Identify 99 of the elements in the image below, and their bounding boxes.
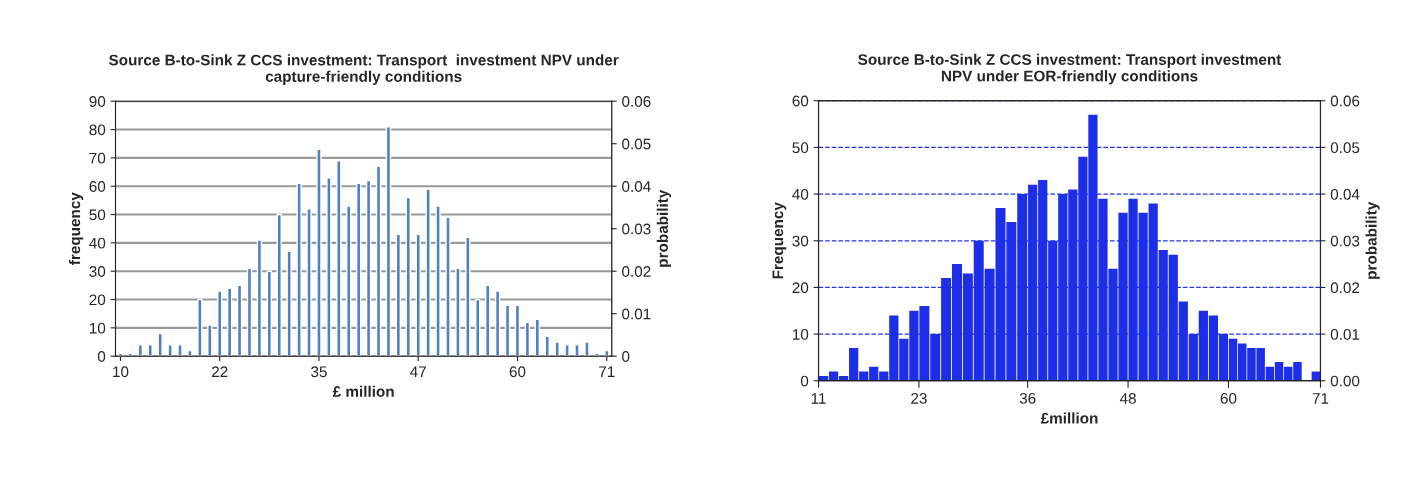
bar: [435, 205, 441, 357]
bar: [385, 126, 392, 357]
y-tick-label: 0: [800, 375, 809, 387]
bar: [514, 304, 521, 357]
y-tick-label: 30: [89, 266, 106, 277]
x-tick-label: 10: [113, 366, 129, 378]
y2-tick-label: 0.03: [1330, 235, 1360, 247]
bar: [564, 344, 570, 357]
x-tick-label: 22: [211, 366, 228, 377]
x-tick-label: 71: [1312, 393, 1329, 404]
y-axis-title: Frequency: [772, 202, 787, 279]
x-tick-label: 60: [1220, 392, 1237, 404]
y2-tick-label: 0.00: [1330, 375, 1360, 387]
y-tick-label: 50: [792, 142, 809, 154]
chart-title: Source B-to-Sink Z CCS investment: Transport investment NPV under capture-friendly conditions: [108, 54, 619, 85]
y-tick-label: 90: [89, 96, 106, 107]
y-tick-label: 10: [792, 328, 809, 340]
bar: [256, 239, 263, 357]
bar: [177, 344, 183, 357]
y2-tick-label: 0.02: [622, 266, 651, 277]
bar: [405, 196, 411, 357]
bar: [574, 344, 580, 357]
bar: [316, 148, 322, 357]
chart-title: Source B-to-Sink Z CCS investment: Transport investment NPV under EOR-friendly conditions: [858, 53, 1282, 85]
y-tick-label: 40: [89, 237, 106, 249]
x-tick-label: 60: [509, 366, 526, 378]
y2-tick-label: 0.01: [622, 308, 651, 320]
y-tick-label: 80: [89, 124, 106, 136]
bar: [157, 332, 163, 357]
y-tick-label: 70: [89, 152, 106, 164]
y2-tick-label: 0.06: [622, 96, 651, 107]
x-axis-title: £million: [1040, 412, 1098, 424]
bar: [604, 349, 610, 357]
bar: [494, 290, 501, 357]
y2-tick-label: 0.04: [622, 181, 651, 192]
bar: [207, 324, 213, 357]
y-tick-label: 40: [792, 188, 809, 200]
bar: [137, 344, 143, 357]
bar: [355, 182, 362, 357]
bar: [236, 284, 243, 357]
bar: [217, 290, 223, 357]
y2-axis-title: probability: [1365, 201, 1380, 279]
x-axis-title: £ million: [332, 385, 394, 397]
y2-tick-label: 0: [622, 351, 630, 362]
x-tick-label: 36: [1019, 392, 1036, 404]
y-tick-label: 60: [792, 95, 809, 107]
bar: [246, 267, 253, 357]
x-tick-label: 48: [1119, 392, 1136, 404]
bar: [465, 236, 471, 357]
bar: [187, 349, 193, 357]
y-tick-label: 60: [89, 181, 106, 192]
bar: [425, 188, 431, 357]
bar: [445, 216, 451, 357]
x-tick-label: 71: [599, 366, 615, 377]
bar: [475, 298, 481, 357]
bar: [485, 284, 491, 357]
bar: [415, 233, 421, 357]
bar: [455, 267, 461, 357]
y-tick-label: 30: [792, 235, 809, 247]
bar: [276, 213, 282, 357]
bar: [197, 298, 203, 357]
bar: [147, 344, 153, 357]
bar: [296, 182, 302, 357]
bar: [226, 287, 233, 357]
y2-tick-label: 0.05: [1330, 142, 1360, 154]
y-tick-label: 0: [97, 351, 106, 362]
x-tick-label: 11: [811, 393, 826, 404]
bar: [584, 341, 590, 357]
y2-tick-label: 0.06: [1330, 95, 1360, 107]
bar: [554, 341, 560, 357]
bar: [544, 335, 550, 357]
y2-tick-label: 0.04: [1330, 188, 1360, 200]
bar: [326, 177, 332, 357]
x-tick-label: 23: [911, 392, 927, 404]
bar: [266, 270, 273, 357]
bar: [336, 160, 342, 357]
y-axis-title: frequency: [68, 192, 84, 265]
y2-tick-label: 0.01: [1330, 328, 1360, 340]
y-tick-label: 50: [89, 209, 106, 221]
y2-tick-label: 0.03: [622, 223, 651, 235]
bar: [524, 321, 531, 357]
y2-axis-title: probability: [656, 189, 672, 267]
y2-tick-label: 0.05: [622, 138, 651, 150]
bar: [306, 208, 312, 357]
bar: [594, 352, 600, 357]
y-tick-label: 10: [89, 322, 106, 334]
y-tick-label: 20: [89, 294, 106, 306]
bar: [534, 318, 540, 357]
bar: [346, 205, 352, 357]
bar: [365, 179, 372, 357]
bar: [395, 233, 402, 357]
bar: [167, 344, 173, 357]
bar: [286, 250, 292, 357]
x-tick-label: 35: [311, 366, 327, 378]
bar: [504, 304, 511, 357]
y2-tick-label: 0.02: [1330, 282, 1360, 294]
x-tick-label: 47: [410, 366, 426, 377]
y-tick-label: 20: [792, 282, 809, 294]
bar: [375, 165, 382, 357]
